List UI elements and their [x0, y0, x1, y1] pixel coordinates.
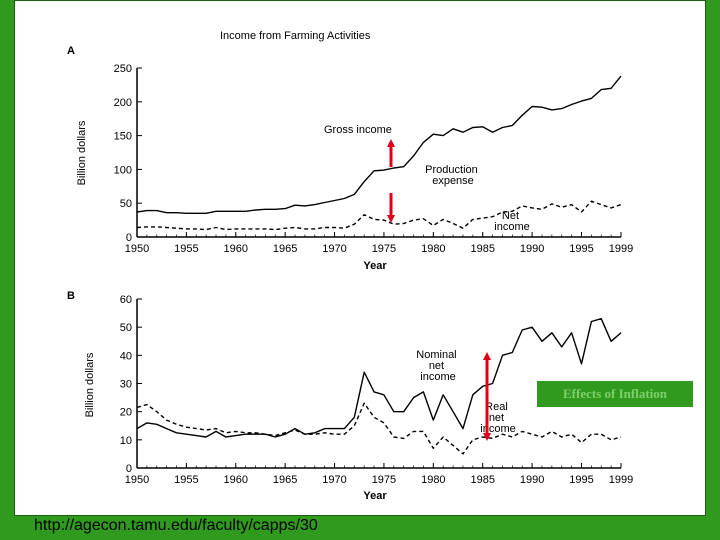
chart-a-xtick-label: 1990 [520, 243, 544, 255]
chart-b-xtick-label: 1999 [609, 474, 633, 486]
annotation-production-expense: Production expense [425, 164, 481, 187]
chart-b-ytick-label: 10 [120, 435, 132, 447]
annotation-net-income-a: Net income [494, 210, 529, 233]
effects-of-inflation-callout: Effects of Inflation [537, 381, 693, 407]
chart-a-ytick-label: 0 [126, 232, 132, 244]
chart-b-xtick-label: 1955 [174, 474, 198, 486]
chart-b-ytick-label: 40 [120, 350, 132, 362]
annotation-real-net-income: Real net income [480, 401, 515, 435]
chart-b-plot: 0 10 20 30 40 50 60 1950 1955 1960 1965 1970 1975 198… [120, 294, 633, 486]
chart-b-xtick-label: 1980 [421, 474, 445, 486]
annotation-real-line-3: income [480, 423, 515, 435]
chart-a-xtick-label: 1950 [125, 243, 149, 255]
chart-b-xtick-label: 1985 [470, 474, 494, 486]
chart-b-xtick-label: 1970 [322, 474, 346, 486]
chart-b-ytick-label: 0 [126, 463, 132, 475]
chart-a-ytick-label: 50 [120, 198, 132, 210]
annotation-nominal-line-1: Nominal [416, 349, 456, 361]
chart-a-xtick-label: 1970 [322, 243, 346, 255]
chart-a-xtick-label: 1965 [273, 243, 297, 255]
chart-a-xtick-label: 1975 [372, 243, 396, 255]
annotation-nominal-net-income: Nominal net income [416, 349, 459, 383]
chart-b-xtick-label: 1965 [273, 474, 297, 486]
chart-a-ytick-label: 100 [114, 164, 132, 176]
annotation-gross-income: Gross income [324, 124, 392, 136]
footer-url[interactable]: http://agecon.tamu.edu/faculty/capps/30 [34, 517, 318, 534]
chart-a-ytick-label: 250 [114, 63, 132, 75]
chart-a-ytick-label: 200 [114, 97, 132, 109]
chart-a-plot: 0 50 100 150 200 250 1950 1955 1960 1965 1970 1975 1… [114, 63, 634, 255]
chart-a-ytick-label: 150 [114, 131, 132, 143]
chart-a-xtick-label: 1960 [224, 243, 248, 255]
annotation-real-line-2: net [489, 412, 504, 424]
chart-b-series-real-net-income [136, 402, 622, 455]
charts-figure: A Income from Farming Activities Billion… [67, 30, 634, 502]
annotation-production-line-1: Production [425, 164, 478, 176]
annotation-nominal-line-3: income [420, 371, 455, 383]
chart-b-ytick-label: 20 [120, 407, 132, 419]
chart-b-xlabel: Year [363, 490, 387, 502]
chart-b-ytick-label: 60 [120, 294, 132, 306]
chart-a-ylabel: Billion dollars [76, 120, 88, 185]
chart-a-xtick-label: 1980 [421, 243, 445, 255]
chart-b-ytick-label: 50 [120, 322, 132, 334]
chart-a-xtick-label: 1999 [609, 243, 633, 255]
chart-b-xtick-label: 1990 [520, 474, 544, 486]
chart-a-xtick-label: 1995 [569, 243, 593, 255]
chart-a-xtick-label: 1985 [470, 243, 494, 255]
chart-b-series-nominal-net-income [136, 318, 622, 438]
chart-a-xtick-label: 1955 [174, 243, 198, 255]
annotation-net-a-line-2: income [494, 221, 529, 233]
chart-b-xtick-label: 1960 [224, 474, 248, 486]
chart-a-title: Income from Farming Activities [220, 30, 371, 42]
annotation-nominal-line-2: net [429, 360, 444, 372]
annotation-net-a-line-1: Net [502, 210, 519, 222]
panel-b-letter: B [67, 290, 75, 302]
chart-a-series-gross-income [136, 75, 622, 215]
chart-a-series-net-income [136, 200, 622, 231]
chart-b-ytick-label: 30 [120, 379, 132, 391]
annotation-real-line-1: Real [485, 401, 508, 413]
annotation-production-line-2: expense [432, 175, 474, 187]
chart-a-xlabel: Year [363, 260, 387, 272]
chart-b-ylabel: Billion dollars [84, 352, 96, 417]
chart-b-xtick-label: 1995 [569, 474, 593, 486]
chart-b-xtick-label: 1975 [372, 474, 396, 486]
slide-canvas: A Income from Farming Activities Billion… [14, 0, 706, 516]
chart-b-xtick-label: 1950 [125, 474, 149, 486]
panel-a-letter: A [67, 45, 75, 57]
